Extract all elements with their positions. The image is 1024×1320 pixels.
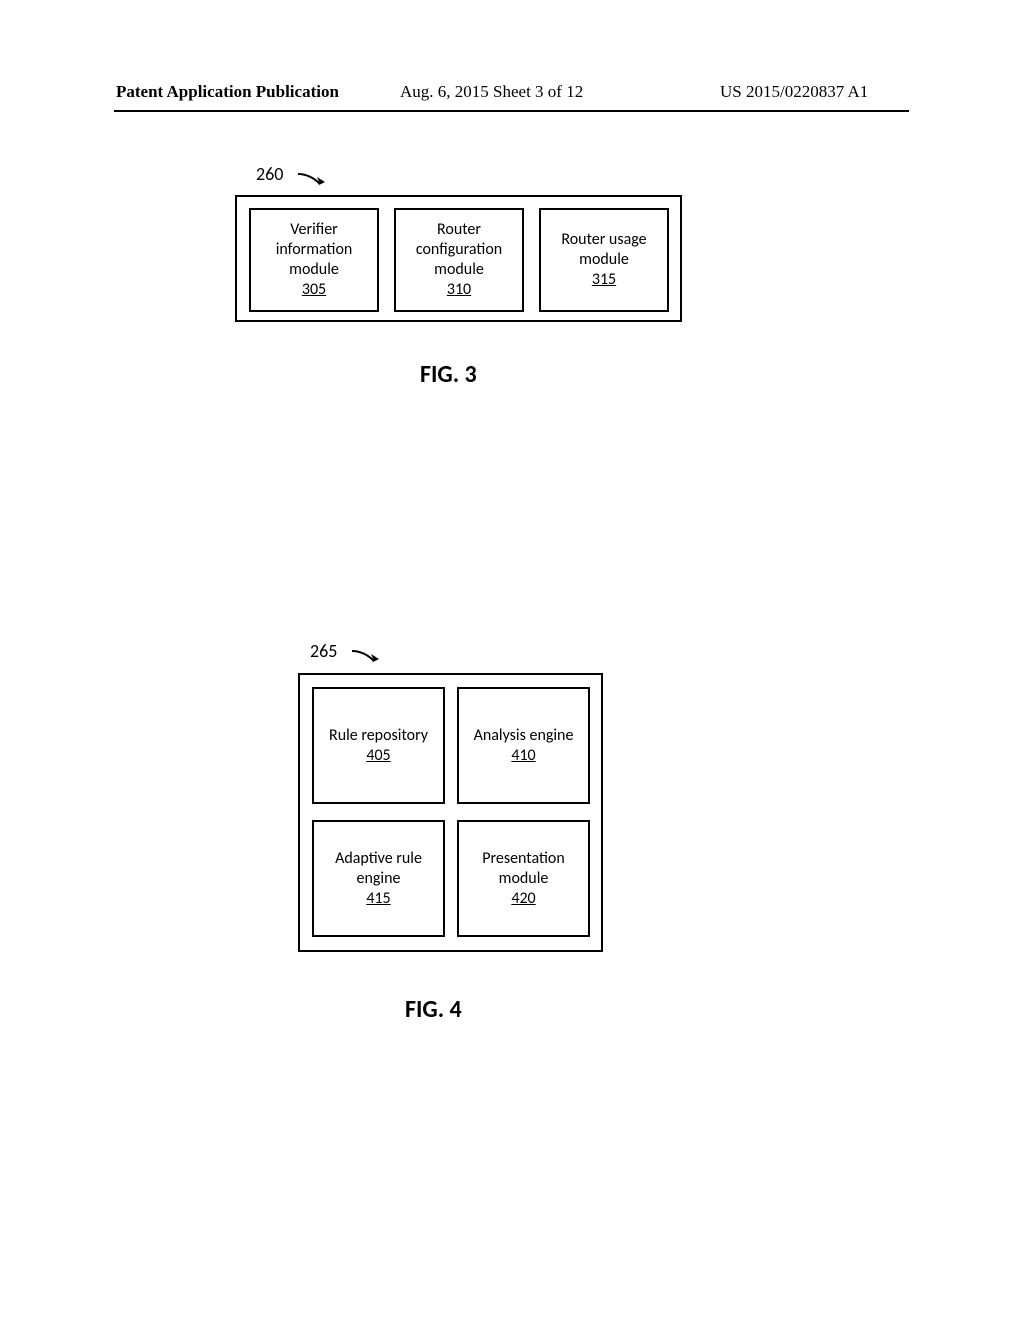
fig3-box-verifier-info: Verifier information module 305	[249, 208, 379, 312]
box-number: 305	[255, 280, 373, 300]
box-label: Presentation module	[463, 849, 584, 889]
header-right: US 2015/0220837 A1	[720, 82, 868, 102]
header-middle: Aug. 6, 2015 Sheet 3 of 12	[400, 82, 583, 102]
box-number: 415	[318, 889, 439, 909]
box-number: 310	[400, 280, 518, 300]
fig4-box-presentation-module: Presentation module 420	[457, 820, 590, 937]
box-number: 420	[463, 889, 584, 909]
fig3-box-router-config: Router configuration module 310	[394, 208, 524, 312]
fig4-container: Rule repository 405 Analysis engine 410 …	[298, 673, 603, 952]
box-label: Analysis engine	[463, 726, 584, 746]
fig4-ref-arrow-icon	[350, 647, 386, 674]
fig3-container: Verifier information module 305 Router c…	[235, 195, 682, 322]
fig3-ref-number: 260	[256, 163, 283, 185]
fig3-box-router-usage: Router usage module 315	[539, 208, 669, 312]
box-label: Rule repository	[318, 726, 439, 746]
header-rule	[114, 110, 909, 112]
fig4-box-rule-repository: Rule repository 405	[312, 687, 445, 804]
fig4-box-analysis-engine: Analysis engine 410	[457, 687, 590, 804]
box-number: 410	[463, 746, 584, 766]
fig4-ref-number: 265	[310, 640, 337, 662]
box-label: Adaptive rule engine	[318, 849, 439, 889]
box-number: 405	[318, 746, 439, 766]
header-left: Patent Application Publication	[116, 82, 339, 102]
box-label: Router configuration module	[400, 220, 518, 280]
fig3-caption: FIG. 3	[420, 360, 477, 389]
fig4-caption: FIG. 4	[405, 995, 462, 1024]
fig3-ref-arrow-icon	[296, 170, 332, 197]
box-label: Verifier information module	[255, 220, 373, 280]
page: Patent Application Publication Aug. 6, 2…	[0, 0, 1024, 1320]
fig4-box-adaptive-rule-engine: Adaptive rule engine 415	[312, 820, 445, 937]
box-label: Router usage module	[545, 230, 663, 270]
box-number: 315	[545, 270, 663, 290]
